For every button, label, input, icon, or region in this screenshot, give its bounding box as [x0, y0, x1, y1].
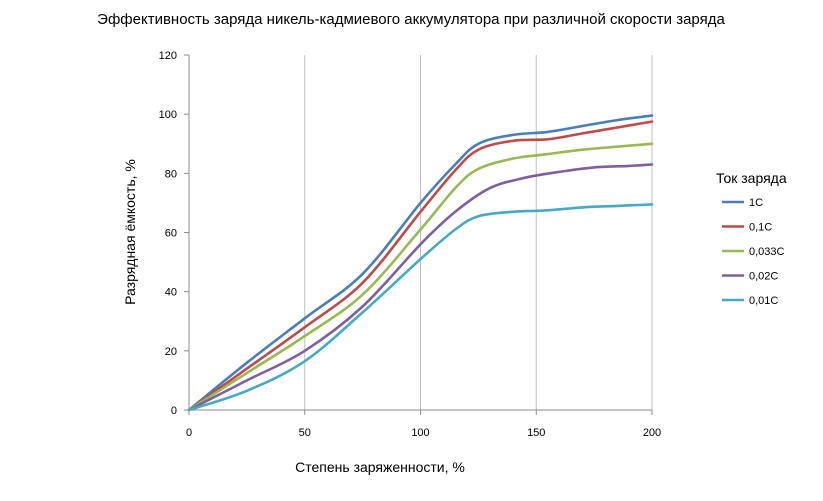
y-tick-label: 60 — [165, 228, 177, 240]
series-line-1c — [187, 114, 654, 412]
series-line-0033c — [187, 142, 654, 412]
legend-title: Ток заряда — [716, 170, 787, 186]
series-line-01c — [187, 120, 654, 412]
legend-label: 0,1C — [749, 222, 772, 234]
series-line-002c — [187, 163, 654, 412]
y-axis-label: Разрядная ёмкость, % — [122, 159, 138, 305]
x-tick-label: 100 — [411, 427, 429, 439]
y-tick-label: 20 — [165, 346, 177, 358]
series-line-001c — [187, 203, 654, 412]
legend-label: 0,033C — [749, 246, 785, 258]
chart-title: Эффективность заряда никель-кадмиевого а… — [97, 11, 725, 28]
x-axis-label: Степень заряженности, % — [295, 459, 465, 475]
x-tick-label: 200 — [643, 427, 661, 439]
y-tick-label: 100 — [159, 109, 177, 121]
legend-label: 0,02C — [749, 271, 778, 283]
x-tick-label: 50 — [299, 427, 311, 439]
series-lines — [187, 114, 654, 412]
legend-label: 0,01C — [749, 295, 778, 307]
y-tick-label: 40 — [165, 287, 177, 299]
grid — [304, 55, 653, 410]
axes: 0 20 40 60 80 100 120 0 50 100 150 200 — [159, 50, 662, 439]
y-tick-label: 80 — [165, 168, 177, 180]
y-tick-label: 0 — [171, 405, 177, 417]
x-tick-label: 0 — [186, 427, 192, 439]
legend-label: 1C — [749, 197, 763, 209]
legend: Ток заряда 1C 0,1C 0,033C 0,02C 0,01C — [716, 170, 787, 307]
x-tick-label: 150 — [527, 427, 545, 439]
y-tick-label: 120 — [159, 50, 177, 62]
